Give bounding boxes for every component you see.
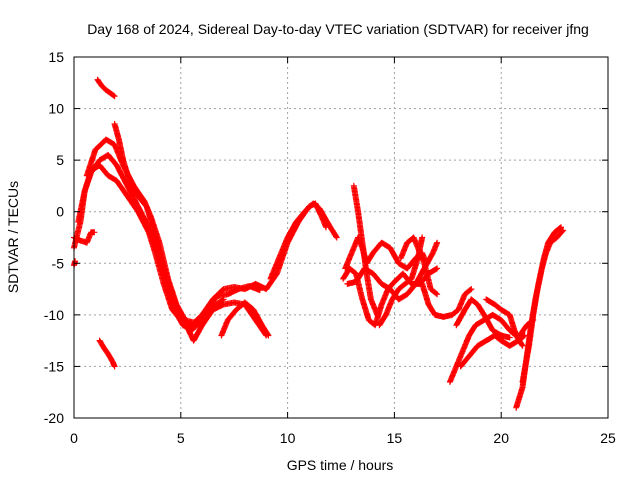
point-markers bbox=[446, 311, 537, 385]
series-track-19 bbox=[483, 296, 526, 349]
series-track-18 bbox=[453, 296, 513, 341]
point-markers bbox=[111, 121, 227, 334]
point-markers bbox=[71, 162, 329, 329]
grid-layer bbox=[74, 57, 608, 418]
y-tick-labels: -20 -15 -10 -5 0 5 10 15 bbox=[44, 49, 64, 426]
x-tick-labels: 0 5 10 15 20 25 bbox=[70, 430, 616, 446]
point-markers bbox=[483, 296, 526, 349]
data-points-layer bbox=[71, 76, 567, 411]
point-markers bbox=[397, 234, 441, 298]
series-track-15 bbox=[419, 280, 475, 320]
point-markers bbox=[218, 299, 272, 339]
series-track-1 bbox=[71, 162, 329, 329]
y-tick-label: -15 bbox=[44, 358, 64, 374]
series-track-6 bbox=[267, 200, 340, 282]
y-tick-label: -5 bbox=[52, 255, 65, 271]
x-tick-label: 20 bbox=[493, 430, 509, 446]
point-markers bbox=[513, 224, 564, 411]
axis-ticks-layer bbox=[73, 56, 609, 419]
series-track-4 bbox=[111, 121, 227, 334]
y-tick-label: -20 bbox=[44, 410, 64, 426]
point-markers bbox=[519, 227, 567, 385]
series-track-16 bbox=[446, 311, 537, 385]
x-tick-label: 25 bbox=[600, 430, 616, 446]
x-tick-label: 10 bbox=[280, 430, 296, 446]
point-markers bbox=[94, 76, 118, 100]
series-track-7 bbox=[94, 76, 118, 100]
series-track-5 bbox=[218, 299, 272, 339]
x-tick-label: 5 bbox=[177, 430, 185, 446]
series-track-14 bbox=[397, 234, 441, 298]
point-markers bbox=[419, 280, 475, 320]
y-axis-label: SDTVAR / TECUs bbox=[5, 181, 21, 293]
series-track-10 bbox=[340, 265, 441, 329]
y-tick-label: -10 bbox=[44, 307, 64, 323]
x-tick-label: 15 bbox=[387, 430, 403, 446]
series-track-11 bbox=[344, 239, 441, 303]
point-markers bbox=[96, 337, 118, 370]
point-markers bbox=[267, 200, 340, 282]
series-track-12 bbox=[350, 182, 381, 318]
x-axis-label: GPS time / hours bbox=[287, 457, 394, 473]
plot-frame bbox=[73, 56, 609, 419]
y-tick-label: 5 bbox=[56, 152, 64, 168]
y-tick-label: 15 bbox=[48, 49, 64, 65]
x-tick-label: 0 bbox=[70, 430, 78, 446]
y-tick-label: 10 bbox=[48, 101, 64, 117]
series-track-8 bbox=[96, 337, 118, 370]
series-track-20 bbox=[513, 224, 564, 411]
y-tick-label: 0 bbox=[56, 204, 64, 220]
point-markers bbox=[453, 296, 513, 341]
point-markers bbox=[340, 265, 441, 329]
point-markers bbox=[344, 239, 441, 303]
point-markers bbox=[350, 182, 381, 318]
series-track-21 bbox=[519, 227, 567, 385]
chart-title: Day 168 of 2024, Sidereal Day-to-day VTE… bbox=[87, 21, 589, 37]
